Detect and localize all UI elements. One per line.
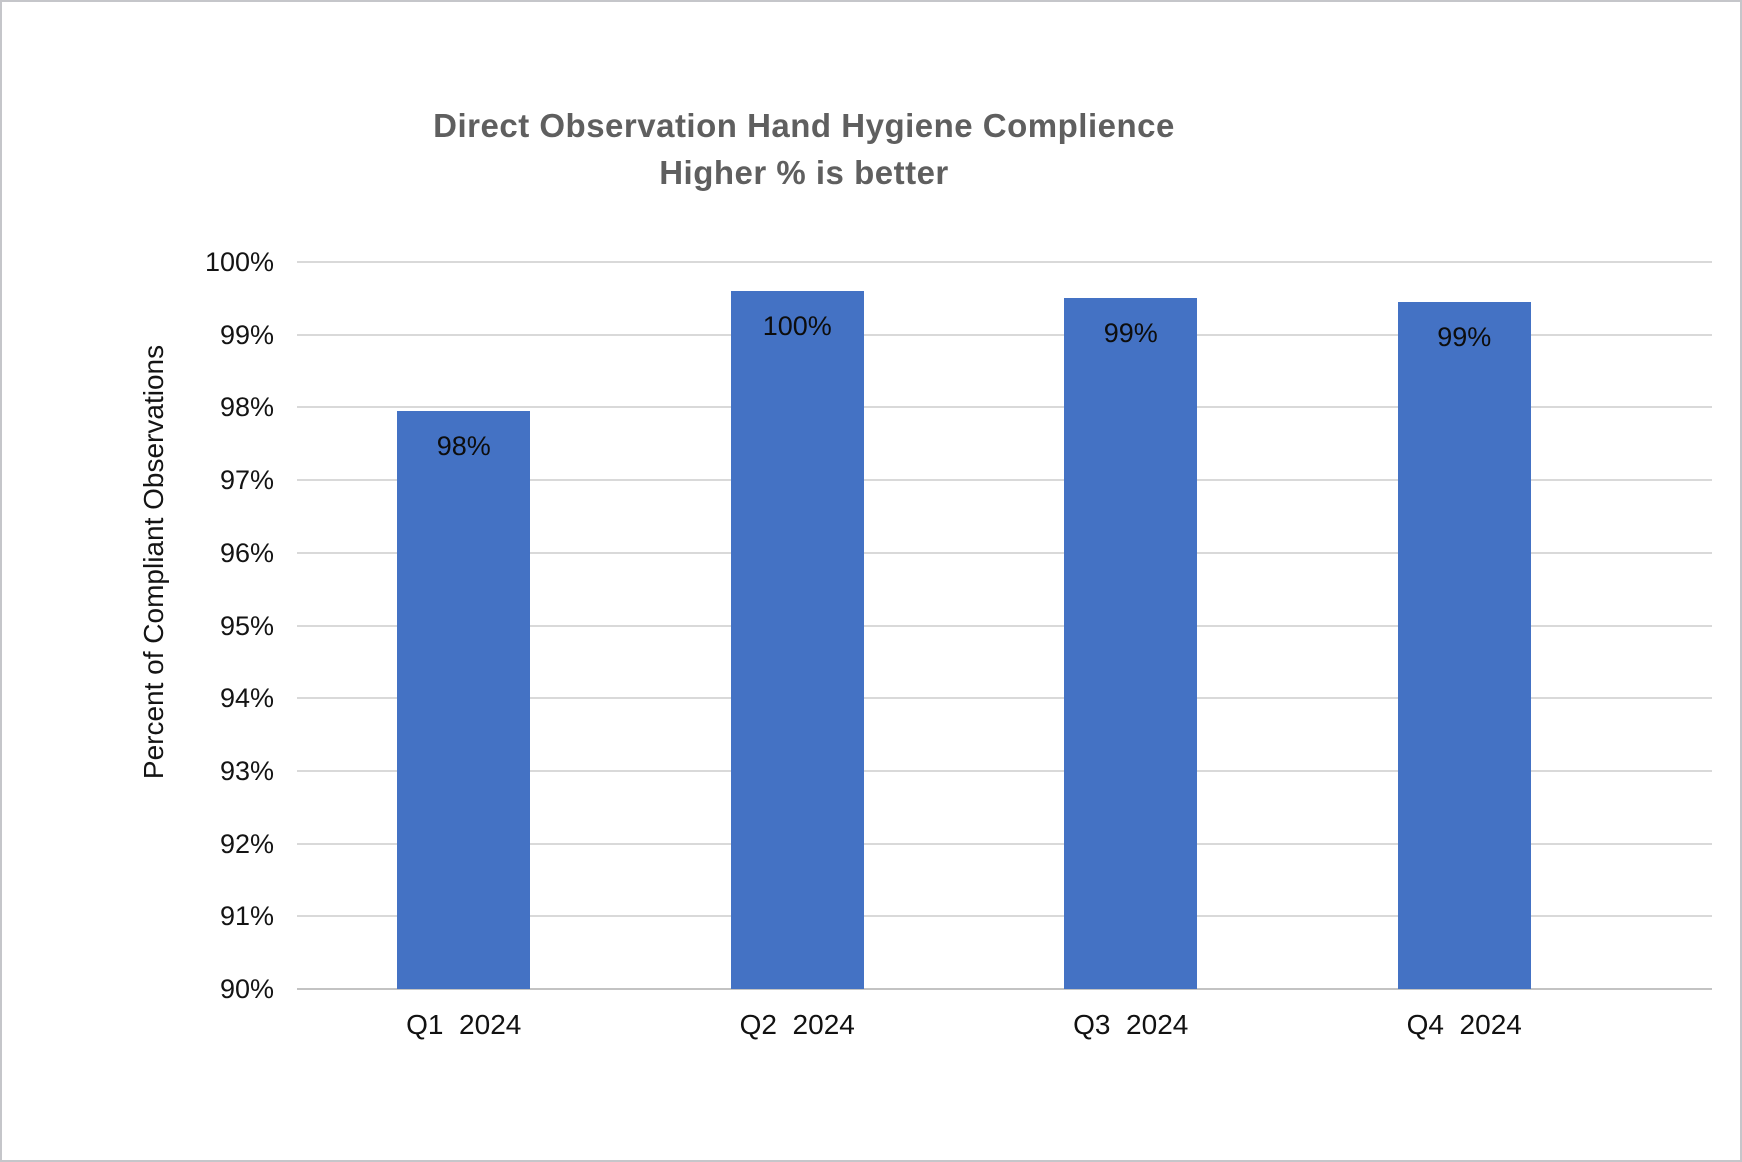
y-tick-label-96: 96%: [219, 537, 274, 568]
y-tick-label-95: 95%: [219, 610, 274, 641]
x-tick-label-q4-2024: Q4 2024: [1406, 1009, 1522, 1040]
plot-area: 98% 100% 99% 99%: [297, 261, 1712, 990]
gridline-99: [297, 333, 1712, 336]
chart-title: Direct Observation Hand Hygiene Complien…: [433, 107, 1175, 144]
bar-data-label: 99%: [1103, 318, 1158, 349]
x-axis-line: [297, 988, 1712, 990]
y-tick-label-99: 99%: [219, 319, 274, 350]
gridline-100: [297, 261, 1712, 263]
x-tick-label-q2-2024: Q2 2024: [739, 1009, 855, 1040]
gridline-97: [297, 479, 1712, 482]
gridline-93: [297, 769, 1712, 772]
gridline-92: [297, 842, 1712, 845]
bar-q3-2024: 99%: [1064, 298, 1198, 989]
x-tick-label-q3-2024: Q3 2024: [1073, 1009, 1189, 1040]
x-tick-label-q1-2024: Q1 2024: [406, 1009, 522, 1040]
chart-subtitle: Higher % is better: [659, 154, 949, 191]
y-tick-label-97: 97%: [219, 465, 274, 496]
gridline-91: [297, 915, 1712, 918]
gridline-95: [297, 624, 1712, 627]
gridline-94: [297, 697, 1712, 700]
bar-q4-2024: 99%: [1397, 302, 1531, 989]
y-tick-label-100: 100%: [204, 247, 274, 277]
chart-title-block: Direct Observation Hand Hygiene Complien…: [2, 102, 1606, 196]
y-tick-label-92: 92%: [219, 828, 274, 859]
bar-data-label: 100%: [762, 311, 832, 342]
y-tick-label-91: 91%: [219, 901, 274, 932]
y-tick-label-94: 94%: [219, 683, 274, 714]
y-tick-label-98: 98%: [219, 392, 274, 423]
y-tick-label-90: 90%: [219, 974, 274, 1004]
bar-q1-2024: 98%: [397, 411, 531, 989]
gridline-98: [297, 406, 1712, 409]
bar-data-label: 99%: [1437, 322, 1492, 352]
bar-data-label: 98%: [436, 431, 491, 462]
bar-q2-2024: 100%: [730, 291, 864, 989]
gridline-96: [297, 551, 1712, 554]
y-tick-label-93: 93%: [219, 755, 274, 786]
